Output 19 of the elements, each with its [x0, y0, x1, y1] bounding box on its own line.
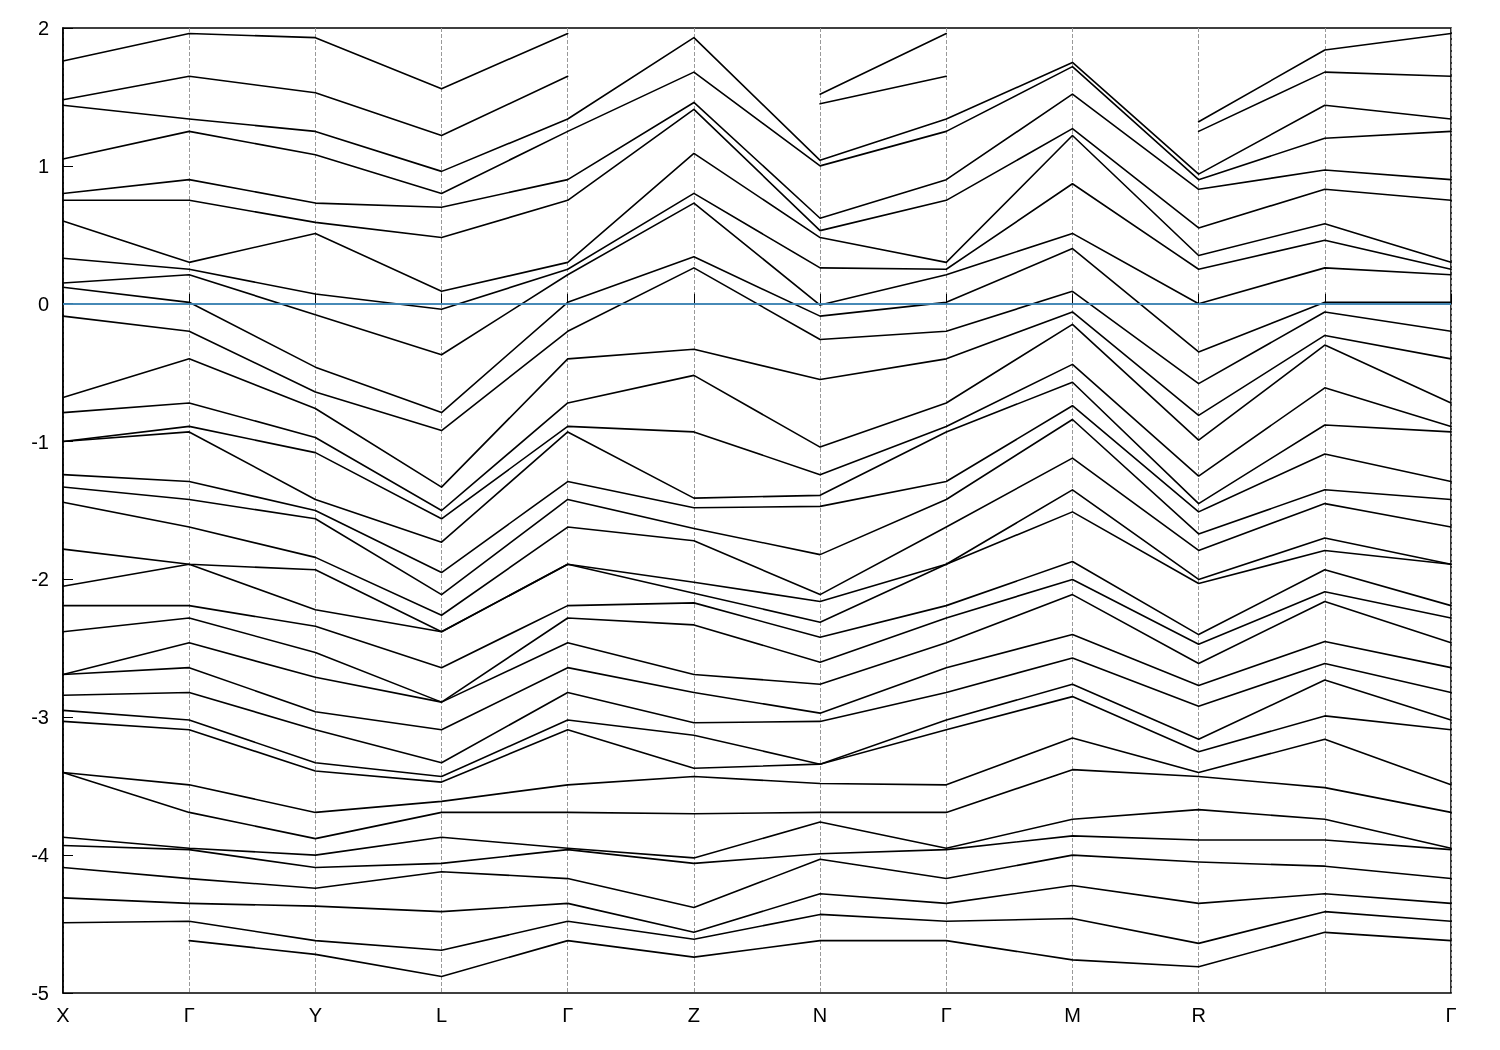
x-tick-label: Z	[687, 1004, 701, 1026]
y-tick-label: 0	[37, 292, 49, 315]
x-tick-label: Γ	[562, 1004, 574, 1026]
x-tick-label: L	[435, 1004, 448, 1026]
x-tick-label: Γ	[940, 1004, 952, 1026]
x-tick-label: M	[1064, 1004, 1081, 1026]
y-tick-label: -1	[31, 430, 49, 453]
x-tick-label: X	[56, 1004, 70, 1026]
y-tick-label: -3	[31, 706, 49, 729]
x-tick-label: Γ	[183, 1004, 195, 1026]
x-tick-label: Γ	[1445, 1004, 1457, 1026]
y-tick-label: -4	[31, 844, 49, 867]
x-tick-label: Y	[308, 1004, 323, 1026]
y-tick-label: 2	[37, 17, 49, 39]
y-tick-label: -2	[31, 568, 49, 591]
x-tick-label: N	[812, 1004, 828, 1026]
y-tick-label: 1	[37, 154, 49, 177]
y-tick-label: -5	[31, 982, 49, 1004]
x-tick-label: R	[1191, 1004, 1206, 1026]
